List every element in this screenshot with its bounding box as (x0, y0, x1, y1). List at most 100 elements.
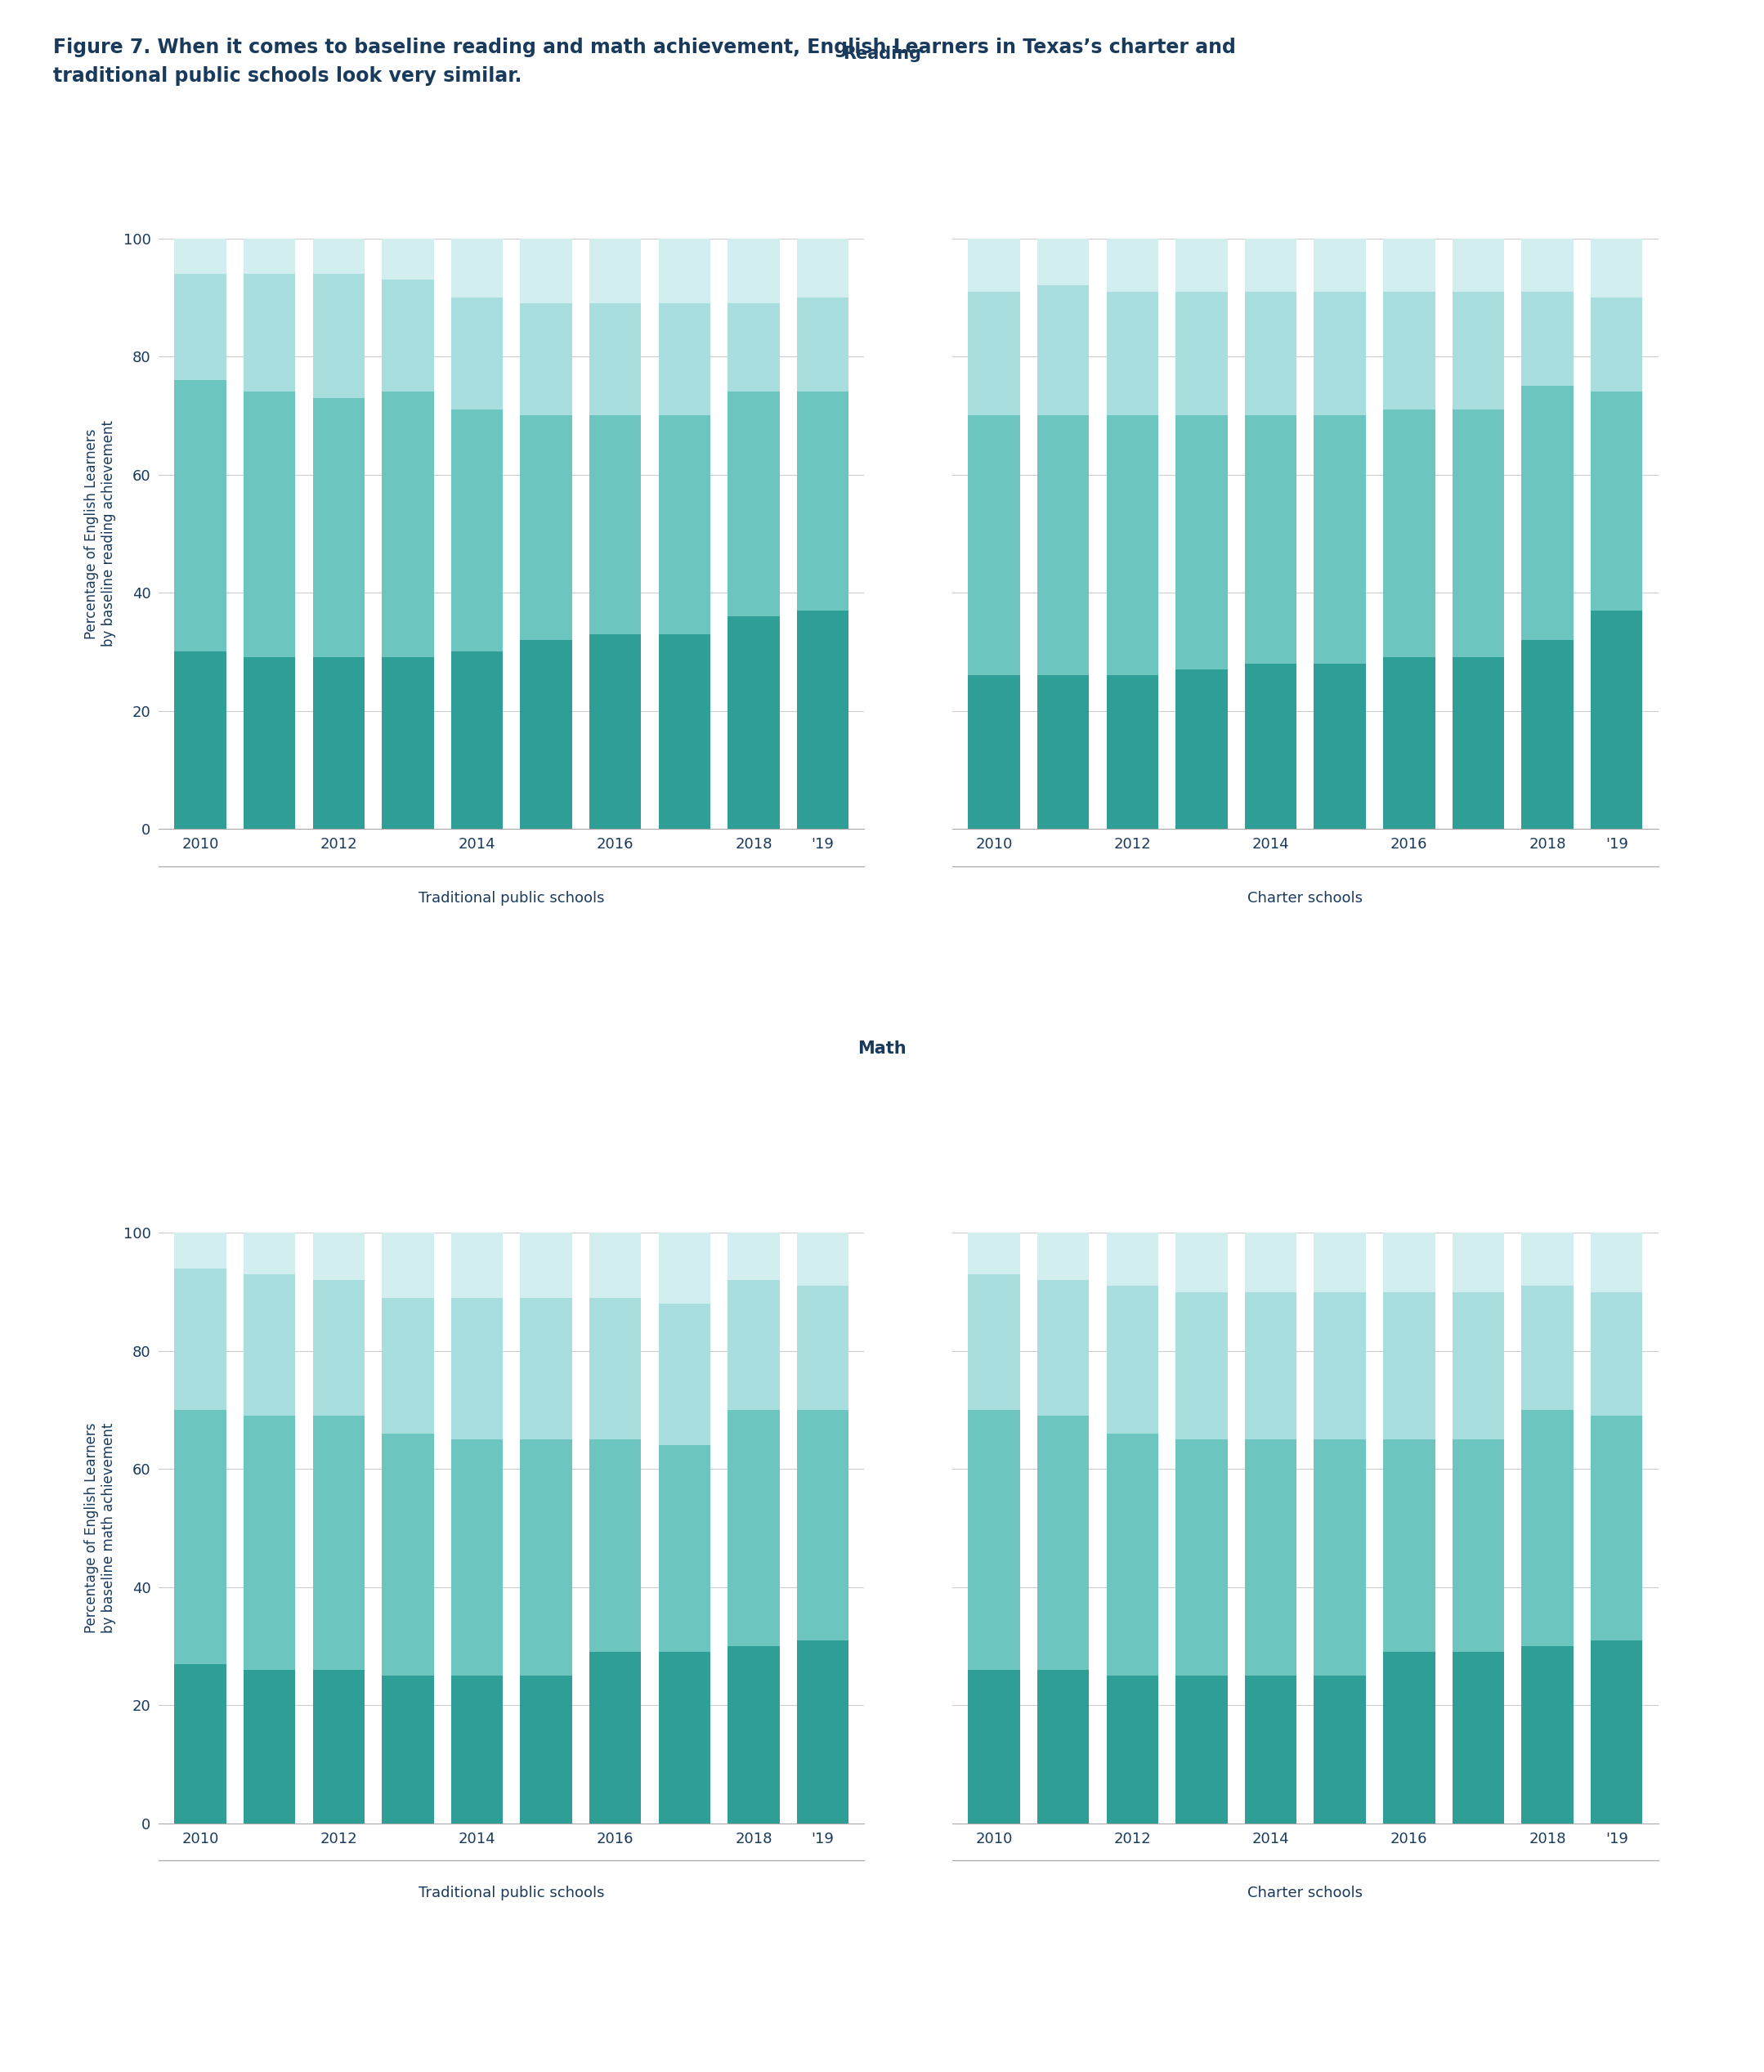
Bar (1314, 1233, 1365, 1293)
Bar (797, 238, 848, 298)
Bar (1037, 675, 1088, 829)
Bar (1245, 663, 1297, 829)
Bar (729, 615, 780, 829)
Bar (658, 1303, 711, 1446)
Bar (243, 238, 295, 274)
Bar (968, 238, 1020, 292)
Bar (1245, 416, 1297, 663)
Bar (381, 280, 434, 392)
Bar (1522, 385, 1573, 640)
Bar (452, 1297, 503, 1440)
Bar (1383, 1651, 1436, 1823)
Bar (1106, 1287, 1159, 1434)
Bar (381, 1233, 434, 1297)
Bar (1591, 1415, 1642, 1641)
Text: Reading: Reading (843, 46, 921, 62)
Bar (1522, 1233, 1573, 1287)
Bar (1522, 640, 1573, 829)
Bar (797, 611, 848, 829)
Bar (520, 1297, 572, 1440)
Bar (381, 392, 434, 657)
Bar (968, 1411, 1020, 1670)
Bar (658, 303, 711, 414)
Text: Charter schools: Charter schools (1247, 891, 1364, 905)
Bar (381, 238, 434, 280)
Bar (452, 1440, 503, 1676)
Bar (1591, 1641, 1642, 1823)
Bar (1245, 238, 1297, 292)
Bar (1106, 292, 1159, 414)
Bar (1175, 1233, 1228, 1293)
Bar (1522, 238, 1573, 292)
Bar (452, 238, 503, 298)
Bar (1314, 416, 1365, 663)
Bar (797, 1287, 848, 1411)
Bar (1037, 1280, 1088, 1415)
Bar (175, 379, 226, 651)
Bar (312, 1670, 365, 1823)
Bar (1522, 292, 1573, 385)
Bar (1591, 298, 1642, 392)
Bar (729, 303, 780, 392)
Bar (1383, 657, 1436, 829)
Bar (312, 1233, 365, 1280)
Bar (1175, 238, 1228, 292)
Bar (968, 292, 1020, 414)
Bar (968, 675, 1020, 829)
Bar (1175, 414, 1228, 669)
Bar (520, 1440, 572, 1676)
Bar (1452, 410, 1505, 657)
Y-axis label: Percentage of English Learners
by baseline math achievement: Percentage of English Learners by baseli… (85, 1423, 116, 1633)
Bar (1037, 286, 1088, 414)
Bar (1175, 1293, 1228, 1440)
Bar (797, 1411, 848, 1641)
Bar (175, 1411, 226, 1664)
Bar (381, 1434, 434, 1676)
Bar (175, 238, 226, 274)
Bar (658, 1233, 711, 1303)
Bar (1037, 1233, 1088, 1280)
Bar (1106, 1676, 1159, 1823)
Bar (243, 392, 295, 657)
Bar (520, 238, 572, 303)
Bar (797, 392, 848, 611)
Bar (520, 414, 572, 640)
Bar (1383, 292, 1436, 410)
Bar (243, 1415, 295, 1670)
Bar (1452, 1293, 1505, 1440)
Bar (1452, 1440, 1505, 1651)
Bar (175, 1664, 226, 1823)
Bar (520, 1233, 572, 1297)
Text: Traditional public schools: Traditional public schools (418, 1886, 605, 1900)
Bar (1106, 1434, 1159, 1676)
Bar (1106, 238, 1159, 292)
Bar (1037, 1670, 1088, 1823)
Bar (1522, 1645, 1573, 1823)
Bar (452, 298, 503, 410)
Bar (1245, 1233, 1297, 1293)
Bar (589, 1297, 642, 1440)
Bar (1106, 1233, 1159, 1287)
Bar (243, 1274, 295, 1415)
Bar (1037, 238, 1088, 286)
Bar (658, 238, 711, 303)
Bar (452, 410, 503, 651)
Bar (1452, 1233, 1505, 1293)
Bar (1591, 611, 1642, 829)
Bar (381, 1297, 434, 1434)
Bar (968, 416, 1020, 675)
Bar (729, 1280, 780, 1411)
Bar (520, 1676, 572, 1823)
Bar (452, 1233, 503, 1297)
Bar (1245, 1293, 1297, 1440)
Bar (243, 274, 295, 392)
Bar (452, 651, 503, 829)
Bar (312, 657, 365, 829)
Bar (1314, 1676, 1365, 1823)
Bar (729, 392, 780, 615)
Bar (797, 1233, 848, 1287)
Bar (1175, 1440, 1228, 1676)
Bar (381, 1676, 434, 1823)
Bar (797, 1641, 848, 1823)
Bar (1452, 1651, 1505, 1823)
